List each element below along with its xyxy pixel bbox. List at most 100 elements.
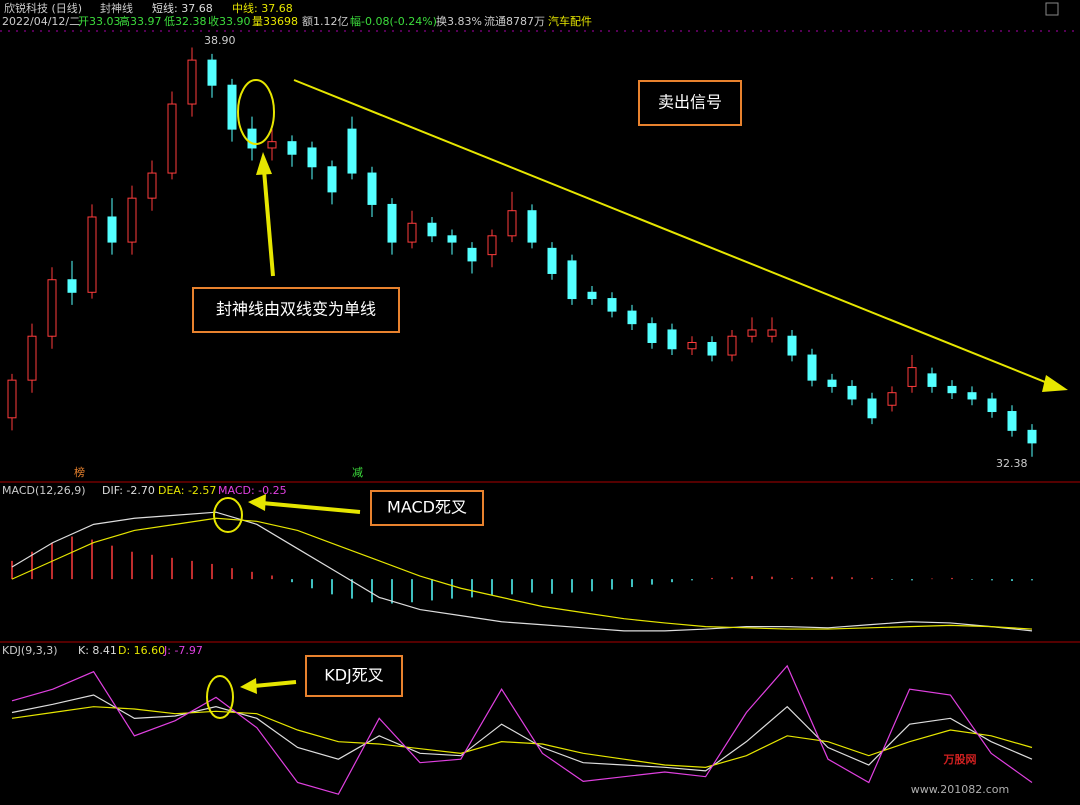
candle-body — [967, 392, 977, 400]
candle-body — [547, 247, 557, 274]
candle-body — [67, 279, 77, 293]
candle-body — [1027, 429, 1037, 444]
volume: 量33698 — [252, 15, 298, 28]
highlight — [213, 497, 243, 533]
series-line — [11, 511, 1033, 632]
annotation: 卖出信号 — [658, 93, 722, 112]
candle-body — [907, 367, 917, 387]
macd-title: MACD(12,26,9) — [2, 484, 86, 497]
candle-body — [407, 222, 417, 243]
candle-body — [887, 392, 897, 406]
candle-body — [367, 172, 377, 205]
candle-body — [127, 197, 137, 243]
candle-body — [47, 279, 57, 337]
candle-body — [207, 59, 217, 86]
mid-label: 中线: 37.68 — [232, 1, 293, 15]
candle-body — [107, 216, 117, 243]
annotation: MACD死叉 — [387, 498, 467, 517]
arrow-head — [248, 494, 266, 511]
candle-body — [147, 172, 157, 199]
plots — [7, 47, 1037, 795]
indicator: 封神线 — [100, 1, 133, 15]
candle-body — [307, 147, 317, 168]
float: 流通8787万 — [484, 14, 545, 28]
candle-body — [867, 398, 877, 419]
change: 幅-0.08(-0.24%) — [350, 15, 437, 28]
trend-line — [293, 79, 1051, 385]
low: 低32.38 — [164, 15, 207, 28]
series-line — [11, 664, 1033, 795]
candle-body — [347, 128, 357, 174]
window-button[interactable] — [1045, 2, 1059, 16]
low-label: 32.38 — [996, 457, 1028, 470]
candle-body — [27, 335, 37, 381]
industry: 汽车配件 — [548, 14, 592, 28]
date: 2022/04/12/二 — [2, 15, 80, 28]
high-label: 38.90 — [204, 34, 236, 47]
annotation-box — [638, 80, 742, 126]
highlight — [206, 675, 234, 719]
candle-body — [287, 141, 297, 155]
dea-label: DEA: -2.57 — [158, 484, 216, 497]
dif-label: DIF: -2.70 — [102, 484, 155, 497]
d-label: D: 16.60 — [118, 644, 165, 657]
candle-body — [767, 329, 777, 337]
candle-body — [647, 323, 657, 343]
candle-body — [467, 247, 477, 262]
candle-body — [7, 379, 17, 419]
watermark: 万股网 — [943, 753, 977, 766]
candle-body — [487, 235, 497, 256]
candle-body — [87, 216, 97, 293]
candle-body — [447, 235, 457, 243]
series-line — [11, 706, 1033, 768]
candle-body — [607, 298, 617, 312]
arrow-head — [1042, 375, 1068, 392]
candle-body — [627, 310, 637, 325]
annotation-box — [305, 655, 403, 697]
tag: 减 — [352, 466, 363, 479]
short-label: 短线: 37.68 — [152, 1, 213, 15]
series-line — [11, 694, 1033, 772]
amount: 额1.12亿 — [302, 15, 349, 28]
high: 高33.97 — [119, 14, 162, 28]
candle-body — [527, 210, 537, 243]
close: 收33.90 — [208, 14, 251, 28]
stock-name: 欣锐科技 (日线) — [4, 1, 82, 15]
candle-body — [727, 335, 737, 356]
arrow — [261, 501, 361, 514]
candle-body — [587, 291, 597, 300]
candle-body — [807, 354, 817, 381]
candle-body — [987, 398, 997, 413]
candle-body — [687, 341, 697, 350]
watermark-url: www.201082.com — [911, 783, 1009, 796]
candle-body — [387, 203, 397, 243]
tag: 榜 — [74, 465, 85, 479]
candle-body — [507, 210, 517, 237]
annotation-box — [192, 287, 400, 333]
arrow-head — [256, 152, 272, 175]
j-label: J: -7.97 — [163, 644, 203, 657]
candle-body — [567, 260, 577, 300]
candle-body — [247, 128, 257, 149]
macd-label: MACD: -0.25 — [218, 484, 287, 497]
annotation: 封神线由双线变为单线 — [216, 300, 376, 319]
candle-body — [167, 103, 177, 174]
candle-body — [667, 329, 677, 350]
candle-body — [327, 166, 337, 193]
highlight — [237, 79, 275, 145]
open: 开33.03 — [78, 15, 121, 28]
turnover: 换3.83% — [436, 14, 482, 28]
annotation: KDJ死叉 — [324, 666, 384, 685]
series-line — [11, 517, 1033, 630]
candle-body — [747, 329, 757, 337]
candle-body — [847, 385, 857, 400]
kdj-title: KDJ(9,3,3) — [2, 644, 58, 657]
candle-body — [267, 141, 277, 149]
candle-body — [947, 385, 957, 394]
candle-body — [787, 335, 797, 356]
candle-body — [827, 379, 837, 387]
arrow-head — [240, 678, 257, 694]
arrow — [253, 680, 297, 688]
